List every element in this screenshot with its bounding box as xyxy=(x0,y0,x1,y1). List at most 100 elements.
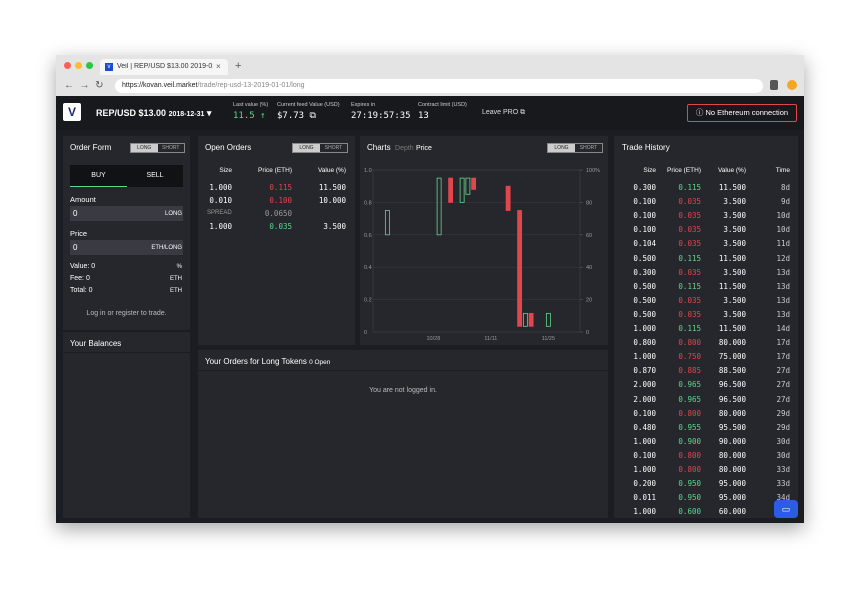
trade-cell: 1.000 xyxy=(633,352,656,362)
extension-icon[interactable] xyxy=(770,80,778,90)
nav-buttons[interactable]: ← → ↻ xyxy=(64,80,104,91)
summary-label: Value: 0 xyxy=(70,263,96,270)
stat-label: Last value (%) xyxy=(233,102,269,108)
order-cell: 0.035 xyxy=(269,222,292,231)
column-header: Price (ETH) xyxy=(667,167,701,174)
trade-cell: 0.100 xyxy=(633,225,656,235)
chart-tab[interactable]: Price xyxy=(415,145,432,152)
toggle-long[interactable]: LONG xyxy=(548,144,575,152)
trade-cell: 0.035 xyxy=(678,211,701,221)
trade-cell: 3.500 xyxy=(723,239,746,249)
trade-cell: 0.600 xyxy=(678,507,701,517)
trade-cell: 0.870 xyxy=(633,366,656,376)
trade-cell: 90.000 xyxy=(718,436,746,446)
trade-cell: 0.115 xyxy=(678,324,701,333)
maximize-button[interactable] xyxy=(86,62,93,69)
trade-cell: 0.965 xyxy=(678,394,701,404)
toggle[interactable]: LONG SHORT xyxy=(547,143,603,153)
divider xyxy=(198,370,608,371)
sell-tab[interactable]: SELL xyxy=(146,172,164,179)
stat-label: Current feed Value (USD) xyxy=(277,102,340,108)
candle xyxy=(448,177,454,203)
trade-cell: 0.955 xyxy=(678,422,701,432)
url: https://kovan.veil.market/trade/rep-usd-… xyxy=(122,82,305,89)
panel-title: Trade History xyxy=(622,143,670,152)
trade-cell: 95.000 xyxy=(718,479,746,489)
minimize-button[interactable] xyxy=(75,62,82,69)
chat-button[interactable]: ▭ xyxy=(774,500,798,518)
chart-tab[interactable]: Depth xyxy=(395,145,414,152)
trade-cell: 0.035 xyxy=(678,295,701,305)
trade-cell: 0.100 xyxy=(633,197,656,207)
trade-cell: 3.500 xyxy=(723,267,746,277)
amount-input[interactable] xyxy=(70,206,183,221)
leave-pro[interactable]: Leave PRO ⧉ xyxy=(482,109,526,116)
input-value: 0 xyxy=(73,243,78,252)
toggle[interactable]: LONG SHORT xyxy=(292,143,348,153)
plot-frame xyxy=(372,169,581,333)
toggle-short[interactable]: SHORT xyxy=(162,145,180,151)
panel-title: Your Balances xyxy=(70,339,122,348)
y-tick-label: 0.4 xyxy=(364,265,372,271)
url-host: https://kovan.veil.market xyxy=(122,82,198,89)
summary-label: Fee: 0 xyxy=(70,275,90,282)
summary-unit: ETH xyxy=(170,276,182,282)
buy-tab[interactable]: BUY xyxy=(91,172,106,179)
summary-unit: % xyxy=(176,264,182,270)
trade-cell: 30d xyxy=(776,450,790,460)
trade-cell: 0.035 xyxy=(678,225,701,235)
stat-label: Expires in xyxy=(351,102,376,108)
trade-cell: 8d xyxy=(780,183,790,192)
trade-cell: 17d xyxy=(776,352,790,362)
toggle-long[interactable]: LONG xyxy=(131,144,158,152)
trade-cell: 0.011 xyxy=(633,493,656,503)
toggle-short[interactable]: SHORT xyxy=(579,145,598,151)
trade-cell: 0.800 xyxy=(678,338,701,348)
column-header: Size xyxy=(219,167,232,174)
order-cell: 11.500 xyxy=(318,183,346,192)
toggle[interactable]: LONG SHORT xyxy=(130,143,185,153)
order-cell: 1.000 xyxy=(209,222,232,231)
order-cell: 0.010 xyxy=(209,196,232,205)
market[interactable]: REP/USD $13.00 2018-12-31 ▾ xyxy=(96,108,212,118)
close-button[interactable] xyxy=(64,62,71,69)
candle xyxy=(459,177,465,203)
new-tab[interactable]: + xyxy=(235,60,242,72)
trade-cell: 0.200 xyxy=(633,479,656,489)
tab-close[interactable]: × xyxy=(216,62,221,71)
x-tick-label: 11/25 xyxy=(542,336,555,342)
panel-title: Open Orders xyxy=(205,143,252,152)
y2-tick-label: 0 xyxy=(586,330,589,336)
column-header: Value (%) xyxy=(317,167,346,174)
trade-cell: 0.100 xyxy=(633,211,656,221)
toggle-long[interactable]: LONG xyxy=(293,144,320,152)
price-input[interactable] xyxy=(70,240,183,255)
panel-title: Order Form xyxy=(70,143,112,152)
trade-cell: 75.000 xyxy=(718,352,746,362)
extension-icon[interactable] xyxy=(787,80,797,90)
column-header: Size xyxy=(643,167,656,174)
login-note[interactable]: Log in or register to trade. xyxy=(86,310,167,317)
connection-status[interactable]: ⓘ No Ethereum connection xyxy=(687,104,797,122)
url-path: /trade/rep-usd-13-2019-01-01/long xyxy=(197,82,305,89)
toggle-short[interactable]: SHORT xyxy=(324,145,343,151)
tab[interactable] xyxy=(100,59,228,75)
field-label: Amount xyxy=(70,195,96,204)
trade-cell: 0.965 xyxy=(678,380,701,390)
y2-tick-label: 20 xyxy=(586,298,592,304)
order-cell: 0.100 xyxy=(269,196,292,205)
logo[interactable]: V xyxy=(63,103,81,121)
address-bar[interactable] xyxy=(115,79,763,93)
x-tick-label: 11/11 xyxy=(484,336,497,342)
trade-cell: 80.000 xyxy=(718,408,746,418)
trade-cell: 34d xyxy=(776,493,790,503)
trade-cell: 2.000 xyxy=(633,394,656,404)
trade-cell: 0.104 xyxy=(633,239,656,249)
trade-cell: 27d xyxy=(776,380,790,390)
trade-cell: 80.000 xyxy=(718,450,746,460)
trade-cell: 0.800 xyxy=(633,338,656,348)
y-tick-label: 0.6 xyxy=(364,233,372,239)
y2-tick-label: 100% xyxy=(586,168,600,174)
y-tick-label: 1.0 xyxy=(364,168,372,174)
trade-cell: 0.900 xyxy=(678,436,701,446)
